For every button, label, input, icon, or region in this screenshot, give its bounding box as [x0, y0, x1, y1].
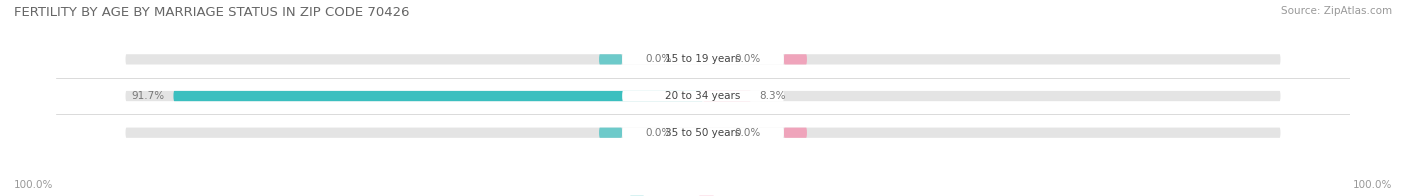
Text: 35 to 50 years: 35 to 50 years: [665, 128, 741, 138]
Text: Source: ZipAtlas.com: Source: ZipAtlas.com: [1281, 6, 1392, 16]
Text: 8.3%: 8.3%: [759, 91, 786, 101]
FancyBboxPatch shape: [125, 54, 1281, 64]
FancyBboxPatch shape: [599, 54, 621, 64]
Text: 100.0%: 100.0%: [14, 180, 53, 190]
FancyBboxPatch shape: [125, 128, 1281, 138]
FancyBboxPatch shape: [783, 128, 807, 138]
Text: 0.0%: 0.0%: [645, 54, 671, 64]
FancyBboxPatch shape: [783, 54, 807, 64]
Text: 15 to 19 years: 15 to 19 years: [665, 54, 741, 64]
FancyBboxPatch shape: [703, 91, 751, 101]
Text: 0.0%: 0.0%: [735, 128, 761, 138]
FancyBboxPatch shape: [125, 91, 1281, 101]
Text: 20 to 34 years: 20 to 34 years: [665, 91, 741, 101]
FancyBboxPatch shape: [621, 91, 783, 102]
FancyBboxPatch shape: [621, 54, 783, 65]
FancyBboxPatch shape: [599, 128, 621, 138]
Text: 0.0%: 0.0%: [735, 54, 761, 64]
Text: 91.7%: 91.7%: [132, 91, 165, 101]
FancyBboxPatch shape: [173, 91, 703, 101]
Text: 0.0%: 0.0%: [645, 128, 671, 138]
FancyBboxPatch shape: [621, 127, 783, 138]
Text: FERTILITY BY AGE BY MARRIAGE STATUS IN ZIP CODE 70426: FERTILITY BY AGE BY MARRIAGE STATUS IN Z…: [14, 6, 409, 19]
Text: 100.0%: 100.0%: [1353, 180, 1392, 190]
